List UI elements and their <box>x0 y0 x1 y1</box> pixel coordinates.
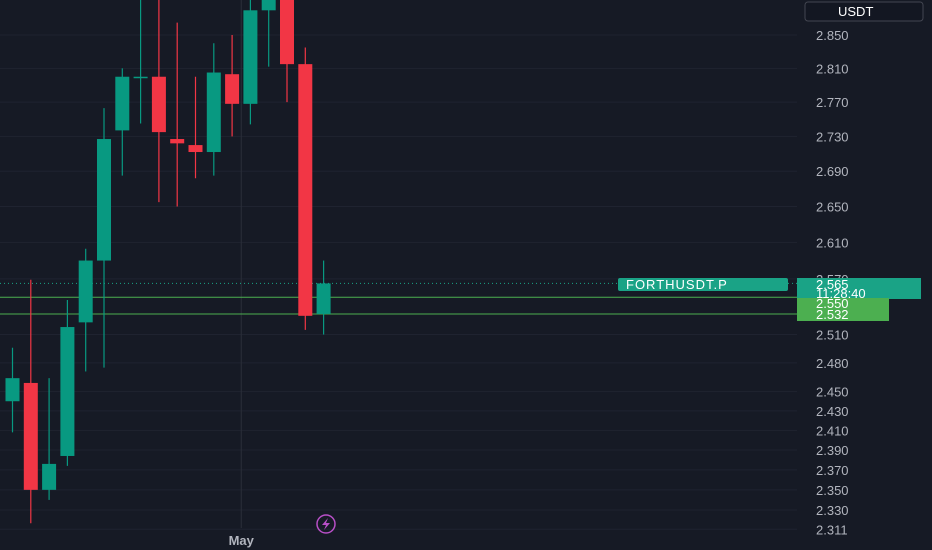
candle <box>115 68 130 176</box>
price-tick-label: 2.330 <box>816 503 849 518</box>
time-axis: May <box>229 533 255 548</box>
candle <box>97 108 111 368</box>
price-tick-label: 2.350 <box>816 483 849 498</box>
candle-body <box>5 378 20 402</box>
price-tags: FORTHUSDT.P 2.565 11:28:40 2.550 2.532 <box>618 277 921 322</box>
candle-body <box>316 283 331 314</box>
candle-body <box>97 139 111 261</box>
candle <box>42 378 57 500</box>
price-tick-label: 2.430 <box>816 404 849 419</box>
symbol-tag: FORTHUSDT.P <box>618 277 788 292</box>
candle <box>60 300 75 466</box>
candle <box>170 22 185 207</box>
line-tag-2532: 2.532 <box>797 307 889 322</box>
candle-body <box>206 72 221 153</box>
price-tick-label: 2.390 <box>816 443 849 458</box>
symbol-label: FORTHUSDT.P <box>626 277 728 292</box>
candle <box>188 76 203 179</box>
price-tick-label: 2.410 <box>816 423 849 438</box>
candle-body <box>23 382 38 490</box>
price-tick-label: 2.850 <box>816 28 849 43</box>
price-tick-label: 2.770 <box>816 95 849 110</box>
currency-label: USDT <box>838 4 873 19</box>
candle-body <box>170 139 185 144</box>
candle <box>5 347 20 433</box>
line-tag-2550: 2.550 <box>797 296 889 311</box>
candle-body <box>42 463 57 490</box>
price-tick-label: 2.810 <box>816 61 849 76</box>
candle-body <box>78 260 93 323</box>
last-price-label: 2.565 <box>816 277 849 292</box>
candle <box>151 0 166 203</box>
candle <box>133 0 148 124</box>
price-tick-label: 2.510 <box>816 328 849 343</box>
price-tick-label: 2.480 <box>816 356 849 371</box>
candle-body <box>188 145 203 153</box>
candle-body <box>243 10 258 104</box>
line-label-2532: 2.532 <box>816 307 849 322</box>
price-tick-label: 2.610 <box>816 235 849 250</box>
price-tick-label: 2.690 <box>816 164 849 179</box>
candle-body <box>115 76 130 131</box>
candle <box>225 35 240 137</box>
candle-body <box>298 64 313 316</box>
candle <box>316 260 331 335</box>
candle-body <box>225 74 240 104</box>
last-price-tag: 2.565 11:28:40 <box>797 277 921 301</box>
lightning-icon[interactable] <box>316 514 336 534</box>
price-tick-label: 2.450 <box>816 385 849 400</box>
candle-body <box>280 0 294 65</box>
candles <box>5 0 331 524</box>
currency-button[interactable]: USDT <box>804 1 924 22</box>
candle-body <box>133 76 148 79</box>
candle <box>261 0 276 67</box>
candle <box>23 279 38 524</box>
time-label-may: May <box>229 533 255 548</box>
candle-body <box>261 0 276 11</box>
price-tick-label: 2.370 <box>816 463 849 478</box>
countdown-label: 11:28:40 <box>816 286 866 301</box>
candle-body <box>151 76 166 133</box>
candle <box>298 47 313 330</box>
gridlines <box>0 34 797 530</box>
price-tick-label: 2.730 <box>816 129 849 144</box>
candle-body <box>60 327 75 456</box>
candle <box>280 0 294 103</box>
price-tick-label: 2.311 <box>816 522 848 537</box>
candle <box>243 0 258 125</box>
candle <box>206 43 221 176</box>
line-label-2550: 2.550 <box>816 296 849 311</box>
price-tick-label: 2.650 <box>816 200 849 215</box>
candle <box>78 248 93 372</box>
